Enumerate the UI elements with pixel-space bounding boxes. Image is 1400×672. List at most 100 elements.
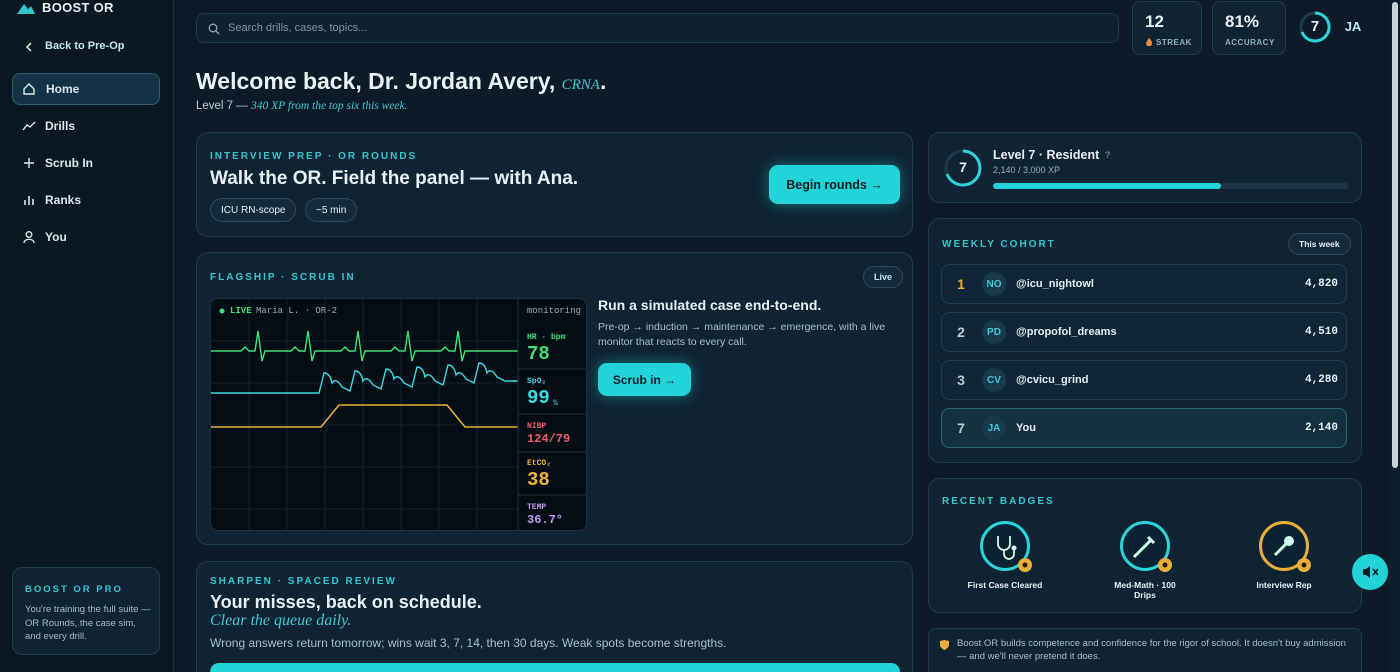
- accuracy-label: ACCURACY: [1225, 38, 1275, 47]
- flagship-heading: Run a simulated case end-to-end.: [598, 297, 822, 313]
- xp: 2,140: [1304, 422, 1338, 434]
- xp: 4,820: [1304, 278, 1338, 290]
- flagship-text: Pre-op → induction → maintenance → emerg…: [598, 321, 886, 348]
- cohort-filter[interactable]: This week: [1288, 233, 1351, 255]
- back-link[interactable]: Back to Pre-Op: [45, 40, 125, 52]
- handle: @icu_nightowl: [1016, 278, 1094, 290]
- vital-value: 38: [527, 469, 550, 491]
- scrub-in-button[interactable]: Scrub in →: [598, 363, 691, 396]
- welcome-period: .: [599, 68, 607, 94]
- interview-title: Walk the OR. Field the panel — with Ana.: [210, 168, 579, 189]
- mute-icon: [1363, 566, 1379, 578]
- ecg-wave: [211, 330, 518, 362]
- level-card-ring: [944, 149, 982, 187]
- vital-label: TEMP: [527, 503, 547, 512]
- live-badge: Live: [863, 266, 904, 288]
- avatar[interactable]: JA: [1344, 19, 1362, 34]
- welcome-title: Welcome back, Dr. Jordan Avery,: [196, 68, 556, 94]
- search-placeholder: Search drills, cases, topics...: [228, 22, 368, 34]
- mute-button[interactable]: [1352, 554, 1388, 590]
- search-box[interactable]: Search drills, cases, topics...: [196, 13, 1119, 43]
- vital-label: EtCO₂: [527, 459, 552, 468]
- cohort-row[interactable]: 1 NO @icu_nightowl 4,820: [941, 264, 1347, 304]
- xp-text: 2,140 / 3,000 XP: [993, 165, 1061, 175]
- credential: CRNA: [561, 77, 600, 93]
- shield-icon: [940, 640, 949, 650]
- scrollbar[interactable]: [1390, 0, 1400, 672]
- interview-eyebrow: INTERVIEW PREP · OR ROUNDS: [210, 151, 418, 162]
- cohort-row[interactable]: 7 JA You 2,140: [941, 408, 1347, 448]
- review-button[interactable]: [210, 663, 900, 672]
- tag: ~5 min: [305, 198, 358, 222]
- handle: @propofol_dreams: [1016, 326, 1117, 338]
- badge-name: First Case Cleared: [967, 580, 1043, 590]
- level-card-title: Level 7 · Resident: [993, 148, 1100, 162]
- rank: 7: [957, 420, 965, 436]
- stethoscope: [997, 536, 1017, 560]
- level-card: 7 Level 7 · Resident ? 2,140 / 3,000 XP: [928, 132, 1362, 203]
- search-icon: [208, 23, 220, 35]
- monitor-mode: monitoring: [527, 306, 582, 316]
- welcome-heading: Welcome back, Dr. Jordan Avery, CRNA.: [196, 68, 606, 95]
- accuracy-value: 81%: [1225, 12, 1260, 31]
- nav-item[interactable]: Drills: [45, 119, 76, 133]
- avatar-initials: NO: [982, 272, 1006, 296]
- sharpen-text: Wrong answers return tomorrow; wins wait…: [210, 636, 727, 650]
- welcome-note: 340 XP from the top six this week.: [250, 100, 408, 112]
- streak-stat: 12 STREAK: [1132, 1, 1202, 55]
- sharpen-subtitle: Clear the queue daily.: [210, 612, 352, 629]
- pro-title: BOOST OR PRO: [25, 584, 123, 595]
- vital-value: 78: [527, 343, 550, 365]
- badge-name: Interview Rep: [1256, 580, 1312, 590]
- badge-name: Med-Math · 100 Drips: [1114, 580, 1176, 600]
- nav-item[interactable]: You: [45, 230, 67, 244]
- microphone: [1273, 536, 1294, 557]
- nav-item[interactable]: Home: [12, 73, 160, 105]
- vitals-dividers: [517, 299, 586, 530]
- flagship-card: FLAGSHIP · SCRUB IN Live LIVE Maria L. ·…: [196, 252, 913, 545]
- avatar-initials: JA: [982, 416, 1006, 440]
- level-ring: [1299, 11, 1331, 43]
- vital-value: 124/79: [527, 432, 571, 446]
- logo-icon: [17, 4, 35, 14]
- streak-label: STREAK: [1156, 38, 1192, 47]
- flame-icon: [1146, 38, 1153, 46]
- pro-text: You're training the full suite — OR Roun…: [25, 604, 151, 642]
- avatar-initials: CV: [982, 368, 1006, 392]
- handle: You: [1016, 422, 1036, 434]
- begin-rounds-button[interactable]: Begin rounds →: [769, 165, 900, 204]
- scrub-icon: [24, 158, 34, 168]
- scroll-thumb[interactable]: [1392, 2, 1398, 468]
- live-label: LIVE: [230, 306, 252, 316]
- badges-card: RECENT BADGES First Case Cleared Med-Mat…: [928, 478, 1362, 613]
- sharpen-title: Your misses, back on schedule.: [210, 592, 482, 612]
- xp: 4,280: [1304, 374, 1338, 386]
- ranks-icon: [24, 196, 34, 205]
- xp-track: [993, 183, 1349, 189]
- syringe: [1132, 535, 1156, 559]
- vital-label: SpO₂: [527, 377, 547, 386]
- cohort-card: WEEKLY COHORT This week 1 NO @icu_nightowl…: [928, 218, 1362, 463]
- cohort-row[interactable]: 2 PD @propofol_dreams 4,510: [941, 312, 1347, 352]
- you-icon: [23, 231, 35, 244]
- badges-title: RECENT BADGES: [942, 496, 1055, 507]
- pro-card: BOOST OR PRO You're training the full su…: [12, 567, 160, 655]
- badge-stars: [1018, 558, 1311, 572]
- tag: ICU RN-scope: [210, 198, 297, 222]
- monitor: LIVE Maria L. · OR-2 monitoring HR · bpm…: [210, 298, 587, 531]
- nav-item[interactable]: Scrub In: [45, 156, 94, 170]
- flagship-eyebrow: FLAGSHIP · SCRUB IN: [210, 272, 356, 283]
- brand: BOOST OR: [42, 0, 114, 15]
- patient: Maria L. · OR-2: [256, 306, 338, 316]
- streak-value: 12: [1145, 12, 1164, 31]
- sharpen-card: SHARPEN · SPACED REVIEW Your misses, bac…: [196, 561, 913, 672]
- nav-item[interactable]: Ranks: [45, 193, 82, 207]
- handle: @cvicu_grind: [1016, 374, 1089, 386]
- cohort-row[interactable]: 3 CV @cvicu_grind 4,280: [941, 360, 1347, 400]
- sidebar: BOOST OR Back to Pre-Op Home Drills Scru…: [0, 0, 174, 672]
- level-card-number: 7: [959, 159, 967, 175]
- monitor-graphics: [211, 299, 586, 530]
- rank: 1: [957, 276, 965, 292]
- help-icon[interactable]: ?: [1105, 150, 1111, 160]
